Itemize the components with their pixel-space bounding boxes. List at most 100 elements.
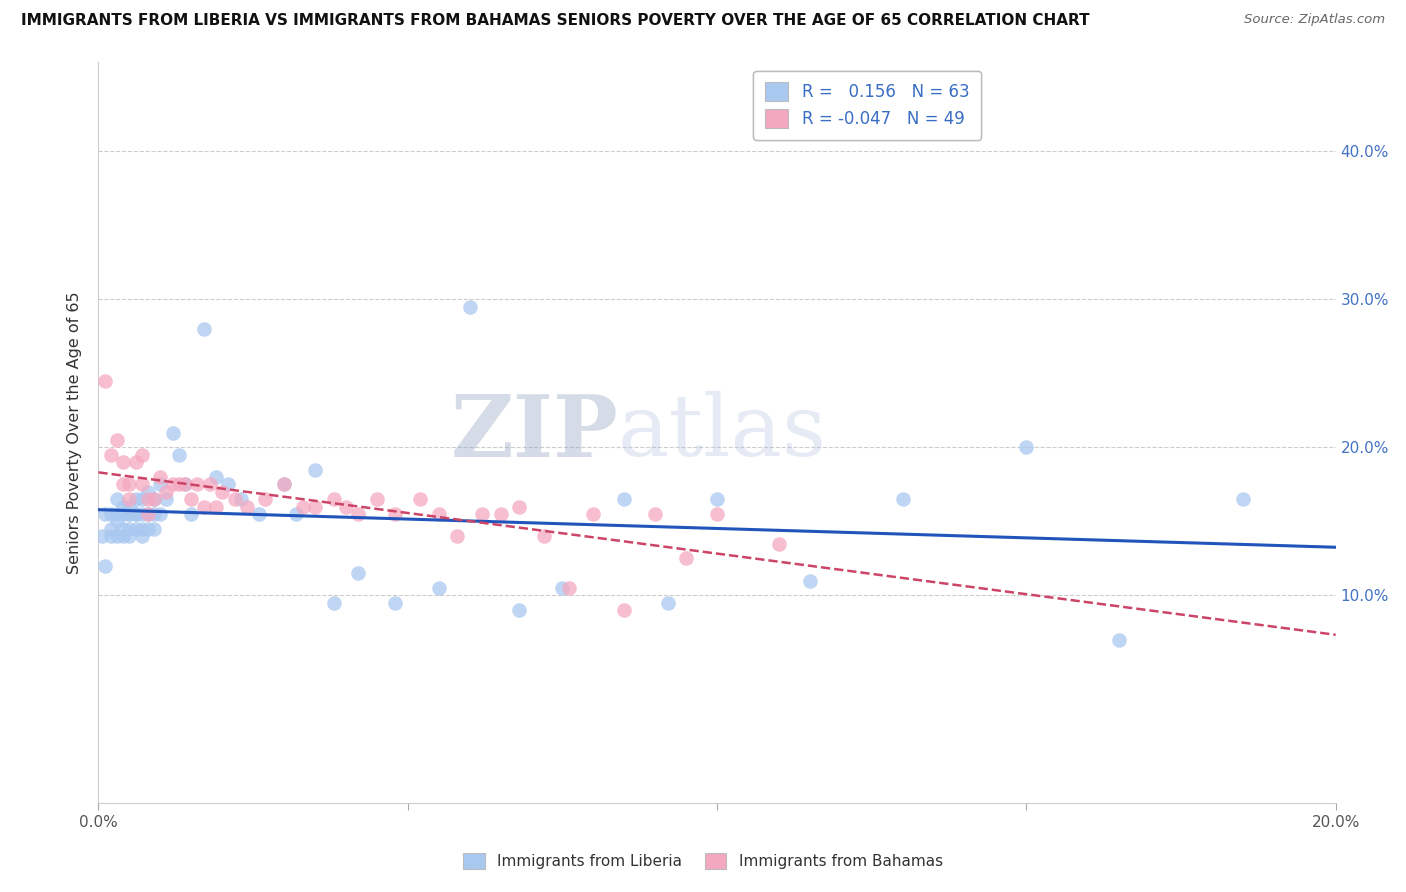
- Point: [1015, 441, 1038, 455]
- Point: [155, 492, 177, 507]
- Point: [90, 529, 112, 543]
- Point: [143, 522, 166, 536]
- Legend: Immigrants from Liberia, Immigrants from Bahamas: Immigrants from Liberia, Immigrants from…: [457, 847, 949, 875]
- Point: [149, 507, 172, 521]
- Point: [118, 477, 141, 491]
- Point: [105, 515, 128, 529]
- Point: [118, 492, 141, 507]
- Point: [768, 536, 790, 550]
- Legend: R =   0.156   N = 63, R = -0.047   N = 49: R = 0.156 N = 63, R = -0.047 N = 49: [754, 70, 981, 140]
- Point: [291, 500, 314, 514]
- Point: [582, 507, 605, 521]
- Point: [533, 529, 555, 543]
- Point: [347, 566, 370, 581]
- Point: [285, 507, 308, 521]
- Point: [105, 492, 128, 507]
- Point: [347, 507, 370, 521]
- Point: [136, 507, 159, 521]
- Point: [105, 529, 128, 543]
- Point: [118, 507, 141, 521]
- Point: [105, 433, 128, 447]
- Point: [112, 455, 135, 469]
- Point: [335, 500, 357, 514]
- Point: [124, 522, 146, 536]
- Point: [131, 492, 153, 507]
- Point: [508, 603, 530, 617]
- Point: [143, 507, 166, 521]
- Point: [112, 500, 135, 514]
- Point: [118, 522, 141, 536]
- Point: [93, 558, 115, 573]
- Point: [644, 507, 666, 521]
- Point: [174, 477, 197, 491]
- Point: [471, 507, 494, 521]
- Point: [211, 484, 233, 499]
- Point: [105, 507, 128, 521]
- Point: [613, 492, 636, 507]
- Point: [1232, 492, 1254, 507]
- Point: [489, 507, 512, 521]
- Point: [143, 492, 166, 507]
- Point: [254, 492, 277, 507]
- Point: [458, 300, 481, 314]
- Point: [131, 522, 153, 536]
- Point: [675, 551, 697, 566]
- Text: atlas: atlas: [619, 391, 827, 475]
- Text: IMMIGRANTS FROM LIBERIA VS IMMIGRANTS FROM BAHAMAS SENIORS POVERTY OVER THE AGE : IMMIGRANTS FROM LIBERIA VS IMMIGRANTS FR…: [21, 13, 1090, 29]
- Point: [427, 507, 450, 521]
- Point: [508, 500, 530, 514]
- Point: [118, 529, 141, 543]
- Point: [149, 477, 172, 491]
- Point: [136, 522, 159, 536]
- Point: [149, 470, 172, 484]
- Point: [93, 374, 115, 388]
- Point: [198, 477, 221, 491]
- Point: [247, 507, 270, 521]
- Point: [322, 596, 344, 610]
- Point: [1108, 632, 1130, 647]
- Point: [613, 603, 636, 617]
- Point: [304, 462, 326, 476]
- Point: [112, 522, 135, 536]
- Point: [446, 529, 468, 543]
- Point: [143, 492, 166, 507]
- Y-axis label: Seniors Poverty Over the Age of 65: Seniors Poverty Over the Age of 65: [67, 292, 83, 574]
- Point: [100, 448, 122, 462]
- Point: [551, 581, 574, 595]
- Text: ZIP: ZIP: [450, 391, 619, 475]
- Point: [557, 581, 579, 595]
- Point: [236, 500, 259, 514]
- Point: [136, 507, 159, 521]
- Point: [427, 581, 450, 595]
- Text: Source: ZipAtlas.com: Source: ZipAtlas.com: [1244, 13, 1385, 27]
- Point: [131, 477, 153, 491]
- Point: [124, 507, 146, 521]
- Point: [186, 477, 208, 491]
- Point: [112, 529, 135, 543]
- Point: [155, 484, 177, 499]
- Point: [217, 477, 239, 491]
- Point: [224, 492, 246, 507]
- Point: [273, 477, 295, 491]
- Point: [229, 492, 252, 507]
- Point: [193, 322, 215, 336]
- Point: [124, 507, 146, 521]
- Point: [193, 500, 215, 514]
- Point: [118, 507, 141, 521]
- Point: [273, 477, 295, 491]
- Point: [100, 507, 122, 521]
- Point: [131, 507, 153, 521]
- Point: [167, 477, 190, 491]
- Point: [112, 507, 135, 521]
- Point: [100, 529, 122, 543]
- Point: [118, 500, 141, 514]
- Point: [124, 455, 146, 469]
- Point: [180, 492, 202, 507]
- Point: [322, 492, 344, 507]
- Point: [167, 448, 190, 462]
- Point: [657, 596, 679, 610]
- Point: [409, 492, 432, 507]
- Point: [93, 507, 115, 521]
- Point: [706, 492, 728, 507]
- Point: [180, 507, 202, 521]
